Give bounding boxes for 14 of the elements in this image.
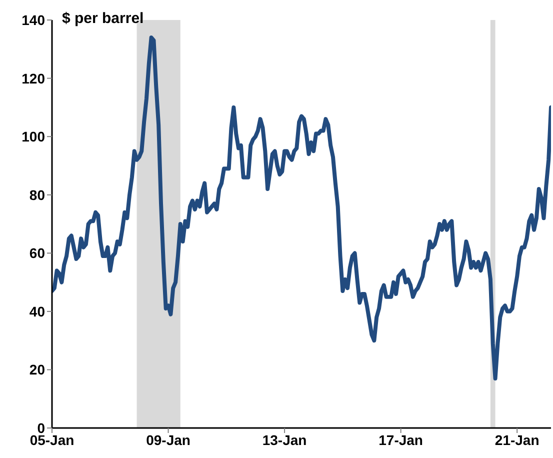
y-axis-title: $ per barrel bbox=[62, 10, 144, 27]
y-tick-label: 100 bbox=[22, 128, 46, 145]
y-tick-label: 80 bbox=[29, 186, 46, 203]
y-tick-label: 60 bbox=[29, 245, 46, 262]
x-tick-label: 13-Jan bbox=[262, 432, 307, 448]
x-tick-label: 09-Jan bbox=[146, 432, 190, 448]
y-tick-label: 0 bbox=[37, 420, 46, 436]
line-series bbox=[52, 35, 551, 380]
y-tick-label: 40 bbox=[29, 303, 46, 320]
y-tick-label: 140 bbox=[22, 12, 46, 28]
y-tick-label: 120 bbox=[22, 70, 46, 86]
y-tick-label: 20 bbox=[29, 362, 46, 378]
x-tick-label: 21-Jan bbox=[494, 432, 540, 448]
x-tick-label: 17-Jan bbox=[378, 432, 423, 448]
